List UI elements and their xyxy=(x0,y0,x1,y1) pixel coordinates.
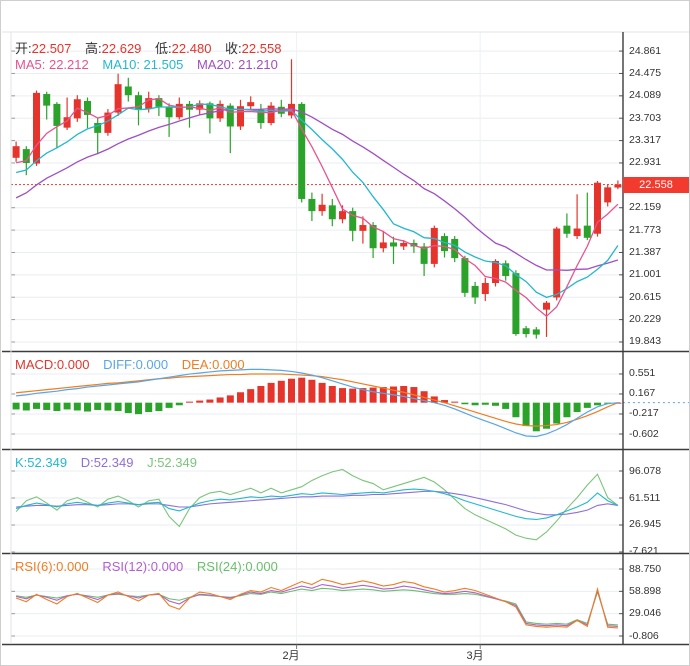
diff-value: 0.000 xyxy=(135,357,169,372)
macd-header-row: MACD:0.000 DIFF:0.000 DEA:0.000 xyxy=(15,357,245,372)
low-label: 低: xyxy=(155,41,172,56)
y-axis-label: 96.078 xyxy=(629,464,662,477)
y-axis-label: 88.750 xyxy=(629,562,662,575)
y-axis-label: -7.621 xyxy=(629,545,659,558)
y-axis-label: 29.046 xyxy=(629,607,662,620)
y-axis-label: -0.602 xyxy=(629,427,659,440)
rsi-header-row: RSI(6):0.000 RSI(12):0.000 RSI(24):0.000 xyxy=(15,559,278,574)
y-axis-label: 21.001 xyxy=(629,268,662,281)
x-axis-label-feb: 2月 xyxy=(282,650,300,662)
j-value: 52.349 xyxy=(157,455,197,470)
d-label: D: xyxy=(80,455,94,470)
k-label: K: xyxy=(15,455,28,470)
kdj-header-row: K:52.349 D:52.349 J:52.349 xyxy=(15,455,197,470)
y-axis-label: 58.898 xyxy=(629,584,662,597)
close-value: 22.558 xyxy=(241,41,282,56)
d-value: 52.349 xyxy=(93,455,134,470)
high-label: 高: xyxy=(85,41,102,56)
y-axis-label: 19.843 xyxy=(629,335,662,348)
y-axis-label: 22.931 xyxy=(629,156,662,169)
y-axis-label: 23.317 xyxy=(629,134,662,147)
current-price-tag: 22.558 xyxy=(623,176,689,193)
rsi6-value: 0.000 xyxy=(56,559,89,574)
rsi24-value: 0.000 xyxy=(245,559,278,574)
rsi12-value: 0.000 xyxy=(150,559,184,574)
macd-label: MACD: xyxy=(15,357,57,372)
high-value: 22.629 xyxy=(101,41,142,56)
low-value: 22.480 xyxy=(171,41,212,56)
y-axis-label: 24.475 xyxy=(629,66,662,79)
y-axis-label: 21.773 xyxy=(629,223,662,236)
diff-label: DIFF: xyxy=(103,357,136,372)
ma-legend-row: MA5: 22.212 MA10: 21.505 MA20: 21.210 xyxy=(15,57,278,72)
rsi12-label: RSI(12): xyxy=(102,559,151,574)
y-axis-label: -0.806 xyxy=(629,629,659,642)
k-value: 52.349 xyxy=(27,455,68,470)
y-axis-label: 0.167 xyxy=(629,387,656,400)
dea-label: DEA: xyxy=(181,357,213,372)
y-axis-label: 20.615 xyxy=(629,290,662,303)
y-axis-label: 22.159 xyxy=(629,201,662,214)
close-label: 收: xyxy=(225,41,242,56)
y-axis-label: 61.511 xyxy=(629,491,661,504)
ma10-value: 21.505 xyxy=(143,57,184,72)
y-axis-label: 23.703 xyxy=(629,111,662,124)
ma5-label: MA5: xyxy=(15,57,49,72)
rsi24-label: RSI(24): xyxy=(196,559,246,574)
rsi6-label: RSI(6): xyxy=(15,559,57,574)
dea-value: 0.000 xyxy=(212,357,245,372)
ohlc-row: 开:22.507 高:22.629 低:22.480 收:22.558 xyxy=(15,38,281,57)
y-axis-label: 24.861 xyxy=(629,44,662,57)
ma5-value: 22.212 xyxy=(48,57,89,72)
y-axis-label: 26.945 xyxy=(629,518,662,531)
y-axis-label: 20.229 xyxy=(629,313,662,326)
y-axis-label: 0.551 xyxy=(629,367,656,380)
ma20-label: MA20: xyxy=(196,57,239,72)
open-value: 22.507 xyxy=(31,41,72,56)
ma10-label: MA10: xyxy=(102,57,144,72)
y-axis-label: -0.217 xyxy=(629,407,659,420)
y-axis-label: 21.387 xyxy=(629,245,662,258)
macd-value: 0.000 xyxy=(56,357,90,372)
x-axis-label-mar: 3月 xyxy=(466,650,484,662)
ma20-value: 21.210 xyxy=(238,57,278,72)
y-axis-label: 24.089 xyxy=(629,89,662,102)
open-label: 开: xyxy=(15,41,32,56)
j-label: J: xyxy=(147,455,158,470)
